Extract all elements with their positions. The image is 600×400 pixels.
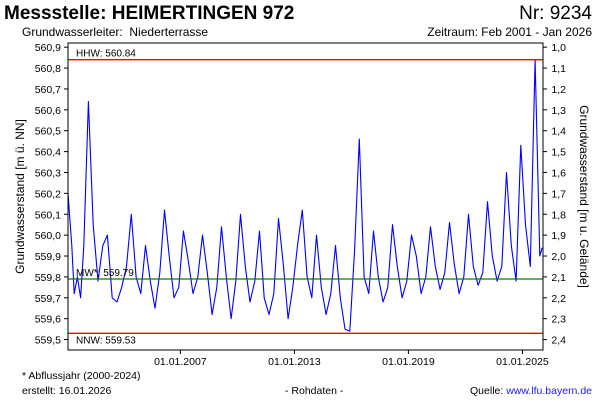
source-credit: Quelle: www.lfu.bayern.de [470, 385, 592, 397]
y-left-tick-label: 560,7 [35, 84, 61, 96]
y-left-tick-label: 560,8 [35, 63, 61, 75]
y-left-tick-label: 560,3 [35, 167, 61, 179]
x-tick-label: 01.01.2019 [382, 356, 435, 368]
station-title: Messstelle: HEIMERTINGEN 972 [4, 3, 295, 24]
y-right-tick-label: 2,4 [551, 335, 566, 347]
footnote: * Abflussjahr (2000-2024) [22, 370, 141, 382]
plot-frame [67, 42, 544, 351]
x-tick-label: 01.01.2025 [496, 356, 549, 368]
y-left-tick-label: 559,8 [35, 272, 61, 284]
y-axis-right-title: Grundwasserstand [m u. Gelände] [577, 105, 591, 288]
y-right-tick-label: 1,9 [551, 230, 566, 242]
source-link[interactable]: www.lfu.bayern.de [506, 385, 592, 397]
y-right-tick-label: 1,6 [551, 167, 566, 179]
y-right-tick-label: 1,1 [551, 63, 566, 75]
y-right-tick-label: 1,5 [551, 147, 566, 159]
ref-label-mw: MW*: 559.79 [76, 268, 134, 279]
reference-lines: HHW: 560.84 MW*: 559.79 NNW: 559.53 [68, 49, 543, 346]
y-right-tick-label: 2,2 [551, 293, 566, 305]
y-left-tick-label: 559,7 [35, 293, 61, 305]
y-left-tick-label: 560,6 [35, 105, 61, 117]
ref-label-nnw: NNW: 559.53 [76, 335, 136, 346]
aquifer-label: Grundwasserleiter: [22, 25, 123, 39]
y-left-tick-label: 560,0 [35, 230, 61, 242]
station-number: Nr: 9234 [519, 3, 592, 24]
y-right-tick-label: 1,8 [551, 209, 566, 221]
y-left-tick-label: 560,2 [35, 188, 61, 200]
raw-data-note: - Rohdaten - [285, 385, 344, 397]
y-right-tick-label: 1,4 [551, 126, 566, 138]
y-right-tick-label: 1,7 [551, 188, 566, 200]
y-left-tick-label: 560,5 [35, 126, 61, 138]
x-tick-label: 01.01.2013 [268, 356, 321, 368]
y-right-tick-label: 1,0 [551, 42, 566, 54]
x-axis: 01.01.2007 01.01.2013 01.01.2019 01.01.2025 [154, 350, 549, 368]
y-left-tick-label: 560,9 [35, 42, 61, 54]
y-right-tick-label: 2,0 [551, 251, 566, 263]
y-right-tick-label: 2,1 [551, 272, 566, 284]
y-left-tick-label: 559,6 [35, 314, 61, 326]
y-left-tick-label: 559,9 [35, 251, 61, 263]
source-label: Quelle: [470, 385, 507, 397]
period-info: Zeitraum: Feb 2001 - Jan 2026 [427, 25, 592, 39]
y-right-tick-label: 1,3 [551, 105, 566, 117]
y-axis-left: 560,9 560,8 560,7 560,6 560,5 560,4 560,3 560,2… [35, 42, 68, 347]
aquifer-info: Grundwasserleiter: Niederterrasse [22, 25, 208, 39]
y-right-tick-label: 2,3 [551, 314, 566, 326]
y-left-tick-label: 560,1 [35, 209, 61, 221]
x-tick-label: 01.01.2007 [154, 356, 207, 368]
aquifer-value: Niederterrasse [129, 25, 209, 39]
y-left-tick-label: 559,5 [35, 335, 61, 347]
ref-label-hhw: HHW: 560.84 [76, 49, 136, 60]
y-axis-right: 1,0 1,1 1,2 1,3 1,4 1,5 1,6 1,7 1,8 1,9 2,0 2,1 2,2 2… [543, 42, 566, 347]
y-left-tick-label: 560,4 [35, 147, 61, 159]
y-axis-left-title: Grundwasserstand [m ü. NN] [13, 119, 27, 274]
created-date: erstellt: 16.01.2026 [22, 385, 112, 397]
groundwater-series-line [67, 59, 543, 332]
series-layer [67, 59, 543, 332]
y-right-tick-label: 1,2 [551, 84, 566, 96]
